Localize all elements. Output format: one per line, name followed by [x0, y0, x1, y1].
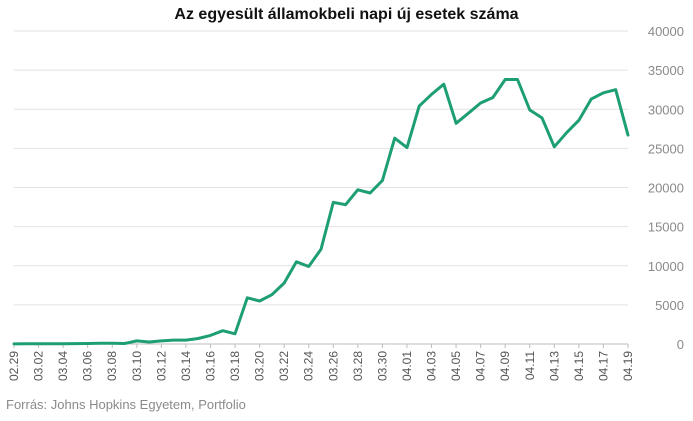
grid-lines [14, 30, 628, 306]
x-tick-label: 03.14 [179, 351, 193, 381]
x-tick-label: 03.08 [105, 351, 119, 381]
x-tick-label: 04.03 [425, 351, 439, 381]
x-tick-label: 03.16 [203, 351, 217, 381]
x-tick-label: 04.05 [449, 351, 463, 381]
series-line-daily-cases [12, 78, 630, 346]
x-tick-label: 04.13 [547, 351, 561, 381]
y-axis-ticks: 0 5000 10000 15000 20000 25000 30000 35000 40000 [648, 24, 684, 352]
y-tick-label: 30000 [648, 102, 684, 117]
x-tick-label: 04.09 [498, 351, 512, 381]
x-tick-label: 03.30 [375, 351, 389, 381]
x-axis-ticks: 02.29 03.02 03.04 03.06 03.08 03.10 03.12 03.14… [7, 344, 635, 381]
x-tick-label: 02.29 [7, 351, 21, 381]
x-tick-label: 03.20 [253, 351, 267, 381]
x-tick-label: 03.10 [130, 351, 144, 381]
x-tick-label: 04.07 [474, 351, 488, 381]
x-tick-label: 03.26 [326, 351, 340, 381]
x-tick-label: 04.15 [572, 351, 586, 381]
x-tick-label: 03.02 [32, 351, 46, 381]
x-tick-label: 03.22 [277, 351, 291, 381]
y-tick-label: 0 [677, 337, 684, 352]
x-tick-label: 03.06 [81, 351, 95, 381]
y-tick-label: 5000 [655, 298, 684, 313]
y-tick-label: 40000 [648, 24, 684, 39]
x-tick-label: 04.19 [621, 351, 635, 381]
x-tick-label: 04.01 [400, 351, 414, 381]
y-tick-label: 35000 [648, 63, 684, 78]
x-tick-label: 03.18 [228, 351, 242, 381]
y-tick-label: 10000 [648, 259, 684, 274]
x-tick-label: 04.11 [523, 351, 537, 380]
x-tick-label: 03.04 [56, 351, 70, 381]
chart-title: Az egyesült államokbeli napi új esetek s… [174, 6, 519, 23]
x-tick-label: 03.12 [154, 351, 168, 381]
x-tick-label: 04.17 [596, 351, 610, 381]
x-tick-label: 03.24 [302, 351, 316, 381]
y-tick-label: 15000 [648, 220, 684, 235]
x-tick-label: 03.28 [351, 351, 365, 381]
y-tick-label: 25000 [648, 141, 684, 156]
source-note: Forrás: Johns Hopkins Egyetem, Portfolio [6, 397, 246, 412]
y-tick-label: 20000 [648, 181, 684, 196]
